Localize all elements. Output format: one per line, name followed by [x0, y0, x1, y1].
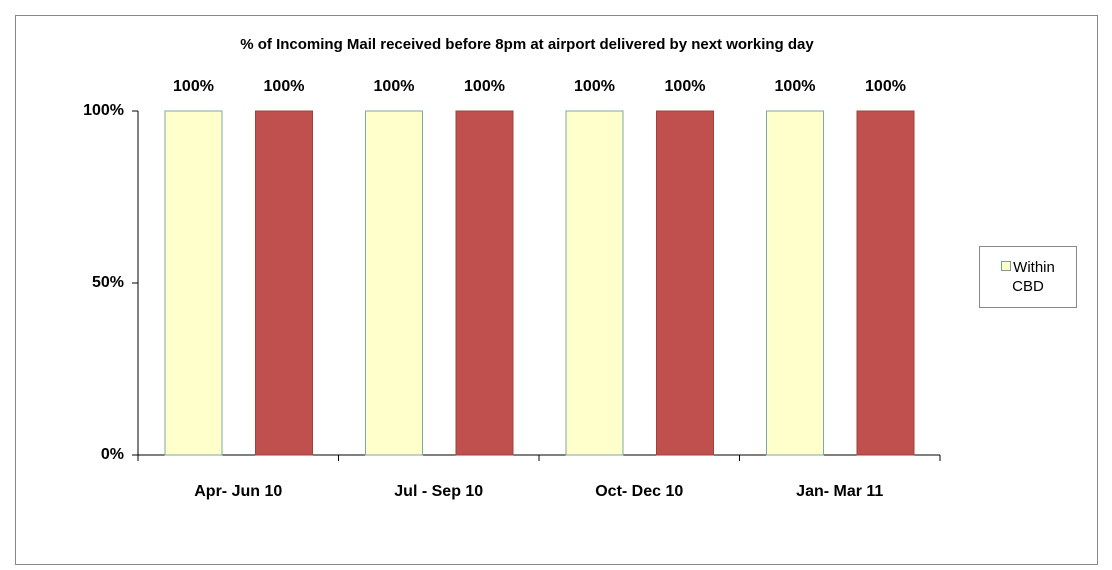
x-tick-label: Apr- Jun 10	[194, 483, 282, 500]
legend-swatch	[1001, 261, 1012, 271]
value-label: 100%	[464, 78, 505, 95]
chart-title: % of Incoming Mail received before 8pm a…	[240, 36, 814, 53]
bar	[856, 110, 915, 456]
y-tick-label: 50%	[92, 274, 124, 291]
legend: Within CBD	[979, 246, 1077, 308]
bar	[455, 110, 514, 456]
value-label: 100%	[865, 78, 906, 95]
bar	[164, 110, 223, 456]
x-tick-label: Jan- Mar 11	[796, 483, 883, 500]
bar	[255, 110, 313, 456]
value-label: 100%	[775, 78, 816, 95]
value-label: 100%	[374, 78, 415, 95]
legend-item: Within CBD	[993, 258, 1063, 296]
legend-label: Within CBD	[1012, 259, 1055, 295]
bar	[565, 110, 624, 456]
value-label: 100%	[264, 78, 305, 95]
value-label: 100%	[574, 78, 615, 95]
value-label: 100%	[173, 78, 214, 95]
value-label: 100%	[665, 78, 706, 95]
x-tick-label: Oct- Dec 10	[595, 483, 683, 500]
bar	[365, 110, 423, 456]
x-tick-label: Jul - Sep 10	[394, 483, 483, 500]
bar	[766, 110, 824, 456]
bar	[656, 110, 714, 456]
y-tick-label: 0%	[101, 446, 124, 463]
y-tick-label: 100%	[83, 102, 124, 119]
